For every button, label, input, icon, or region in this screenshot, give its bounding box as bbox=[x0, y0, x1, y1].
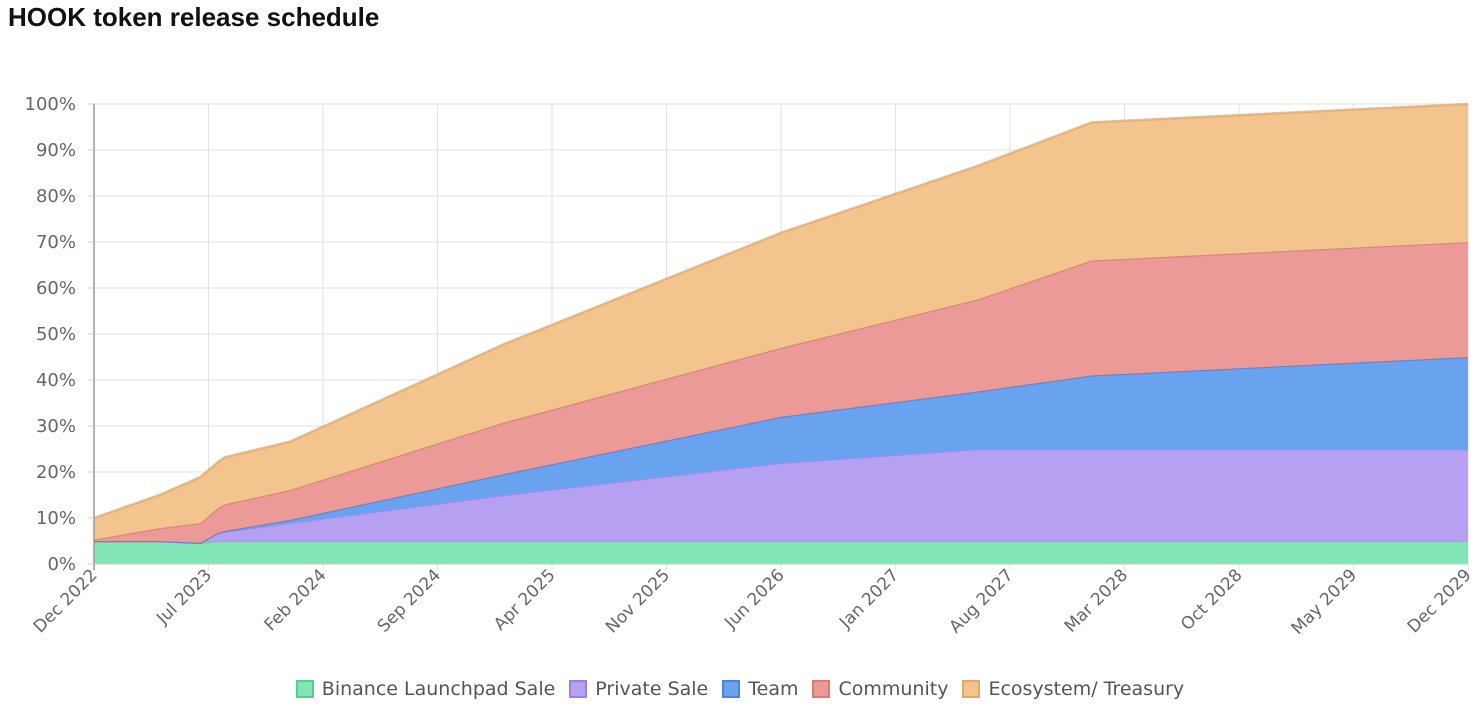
area-ecosystem-treasury[interactable] bbox=[94, 104, 1468, 540]
chart-axes bbox=[88, 104, 1468, 570]
x-tick-label: Sep 2024 bbox=[374, 565, 445, 636]
y-tick-label: 50% bbox=[36, 324, 76, 345]
legend-swatch bbox=[962, 680, 981, 698]
y-axis-ticks: 0% 10% 20% 30% 40% 50% 60% 70% 80% 90% 100% bbox=[25, 94, 94, 575]
series-line bbox=[93, 102, 1469, 520]
legend-item[interactable]: Binance Launchpad Sale bbox=[295, 678, 556, 700]
x-tick-label: Aug 2027 bbox=[945, 565, 1017, 637]
y-tick-label: 90% bbox=[36, 140, 76, 161]
area-private-sale[interactable] bbox=[94, 449, 1468, 543]
area-team[interactable] bbox=[94, 357, 1468, 543]
x-axis-ticks: Dec 2022 Jul 2023 Feb 2024 Sep 2024 Apr 2025… bbox=[30, 565, 1476, 638]
legend-swatch bbox=[569, 680, 588, 698]
chart-legend: Binance Launchpad Sale Private Sale Team Co… bbox=[0, 678, 1480, 700]
y-tick-label: 100% bbox=[25, 94, 76, 115]
legend-swatch bbox=[295, 680, 314, 698]
y-tick-label: 0% bbox=[47, 554, 76, 575]
legend-item[interactable]: Team bbox=[722, 678, 798, 700]
x-tick-label: Jun 2026 bbox=[720, 565, 788, 633]
legend-item[interactable]: Ecosystem/ Treasury bbox=[962, 678, 1184, 700]
chart-areas bbox=[93, 102, 1469, 564]
legend-label: Private Sale bbox=[595, 678, 709, 700]
area-community[interactable] bbox=[94, 242, 1468, 543]
y-tick-label: 30% bbox=[36, 416, 76, 437]
legend-label: Ecosystem/ Treasury bbox=[988, 678, 1185, 700]
x-tick-label: Apr 2025 bbox=[490, 565, 559, 634]
y-tick-label: 40% bbox=[36, 370, 76, 391]
y-tick-label: 80% bbox=[36, 186, 76, 207]
x-tick-label: Jan 2027 bbox=[835, 565, 903, 633]
x-tick-label: Oct 2028 bbox=[1177, 565, 1246, 634]
legend-swatch bbox=[722, 680, 741, 698]
legend-label: Team bbox=[748, 678, 799, 700]
area-binance-launchpad-sale[interactable] bbox=[94, 541, 1468, 564]
x-tick-label: Mar 2028 bbox=[1061, 565, 1132, 636]
x-tick-label: May 2029 bbox=[1288, 565, 1361, 638]
page-title: HOOK token release schedule bbox=[8, 2, 380, 32]
x-tick-label: Dec 2022 bbox=[30, 565, 102, 637]
legend-label: Binance Launchpad Sale bbox=[321, 678, 556, 700]
y-tick-label: 20% bbox=[36, 462, 76, 483]
x-tick-label: Feb 2024 bbox=[261, 565, 331, 635]
legend-item[interactable]: Community bbox=[812, 678, 948, 700]
legend-item[interactable]: Private Sale bbox=[569, 678, 708, 700]
y-tick-label: 60% bbox=[36, 278, 76, 299]
y-tick-label: 70% bbox=[36, 232, 76, 253]
legend-label: Community bbox=[838, 678, 949, 700]
x-tick-label: Nov 2025 bbox=[602, 565, 674, 637]
y-tick-label: 10% bbox=[36, 508, 76, 529]
legend-swatch bbox=[812, 680, 831, 698]
x-tick-label: Jul 2023 bbox=[152, 565, 216, 629]
x-tick-label: Dec 2029 bbox=[1404, 565, 1476, 637]
